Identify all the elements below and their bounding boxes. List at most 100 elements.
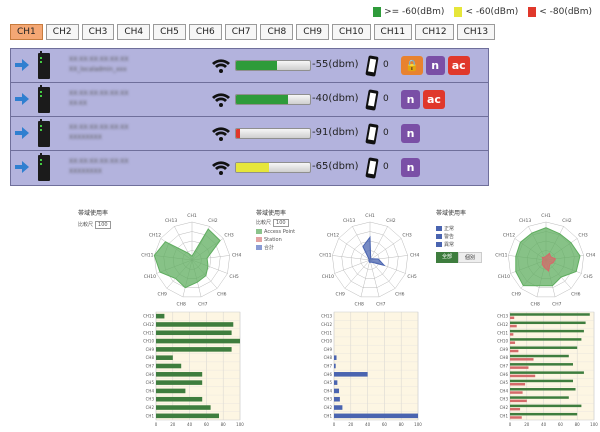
capability-badges: n (401, 158, 420, 177)
badge-lock: 🔒 (401, 56, 423, 75)
bar (510, 383, 526, 386)
bar (510, 333, 514, 336)
tab-ch6[interactable]: CH6 (188, 24, 222, 40)
tab-ch10[interactable]: CH10 (332, 24, 371, 40)
radar-grid-ring (341, 231, 399, 288)
radar-axis-label: CH9 (511, 292, 521, 298)
scale-select[interactable]: 比較尺 100 (78, 221, 111, 229)
radar-axis-label: CH13 (165, 218, 177, 224)
y-tick-label: CH10 (497, 339, 508, 344)
x-tick-label: 80 (399, 422, 405, 427)
legend-normal[interactable]: 正常 (436, 225, 482, 233)
plot-area (333, 311, 419, 421)
tab-ch13[interactable]: CH13 (456, 24, 496, 40)
bar-chart-1: 0 20 40 60 80 100 CH13 CH12 CH11 CH10 CH9 CH8 CH7 CH6… (143, 311, 244, 427)
tab-ch11[interactable]: CH11 (373, 24, 413, 40)
tab-ch7[interactable]: CH7 (224, 24, 258, 40)
router-icon (38, 85, 50, 113)
radar-axis-label: CH11 (141, 253, 153, 259)
tab-ch12[interactable]: CH12 (415, 24, 454, 40)
ap-row[interactable]: XX:XX:XX:XX:XX:XX XXXXXXXX -65(dbm) 0 n (11, 151, 488, 185)
badge-n: n (401, 90, 420, 109)
y-tick-label: CH12 (321, 322, 332, 327)
status-legend: 正常 警告 異常 (436, 225, 482, 249)
bar (334, 380, 338, 385)
y-tick-label: CH8 (146, 355, 155, 360)
bar (510, 396, 569, 399)
bar (510, 349, 519, 353)
radar-chart-1: CH1 CH2 CH3 CH4 CH5 CH6 CH7 CH8 CH9 CH10 CH11 CH12 C… (141, 213, 241, 306)
bar (510, 366, 529, 369)
arrow-right-icon[interactable] (15, 59, 29, 71)
scale-select[interactable]: 比較尺 100 (256, 219, 295, 227)
legend-error[interactable]: 異常 (436, 241, 482, 249)
bar (510, 412, 578, 416)
y-tick-label: CH12 (143, 322, 154, 327)
radar-axis-label: CH12 (327, 232, 339, 238)
radar-axis-label: CH8 (355, 302, 365, 306)
radar-grid-ring (360, 250, 380, 270)
radar-chart-2: CH1 CH2 CH3 CH4 CH5 CH6 CH7 CH8 CH9 CH10 CH11 CH12 C… (319, 213, 419, 306)
bar (334, 396, 340, 402)
x-tick-label: 60 (204, 422, 210, 427)
legend-label: 異常 (444, 242, 455, 248)
y-tick-label: CH5 (324, 380, 333, 385)
ap-name: XX:XX:XX:XX:XX:XX XXXXXXXX (69, 157, 128, 177)
legend-swatch-poor (528, 7, 537, 17)
tab-ch4[interactable]: CH4 (117, 24, 151, 40)
legend-item-medium: < -60(dBm) (454, 7, 518, 17)
bar (156, 363, 182, 369)
radar-axis-label: CH4 (586, 253, 596, 259)
tab-ch8[interactable]: CH8 (260, 24, 294, 40)
legend-swatch-good (373, 7, 382, 17)
bar (510, 388, 576, 391)
wifi-icon (212, 93, 230, 107)
panel-title: 帯域使用率 (436, 210, 467, 217)
y-tick-label: CH2 (146, 405, 155, 410)
arrow-right-icon[interactable] (15, 127, 29, 139)
radar-axis-label: CH1 (541, 213, 551, 219)
x-tick-label: 0 (509, 422, 512, 427)
x-tick-label: 40 (541, 422, 547, 427)
radar-axis-label: CH2 (386, 218, 396, 224)
ap-row[interactable]: XX:XX:XX:XX:XX:XX XX-XX -40(dbm) 0 n ac (11, 83, 488, 117)
signal-fill (236, 163, 270, 172)
arrow-right-icon[interactable] (15, 93, 29, 105)
ap-row[interactable]: XX:XX:XX:XX:XX:XX XXXXXXXX -91(dbm) 0 n (11, 117, 488, 151)
bar (510, 316, 515, 320)
bar (510, 363, 573, 366)
tab-ch2[interactable]: CH2 (45, 24, 79, 40)
bar (156, 322, 234, 327)
radar-axis-label: CH6 (571, 292, 581, 298)
y-tick-label: CH13 (143, 314, 154, 319)
radar-axis-label: CH7 (552, 302, 562, 306)
radar-series (541, 252, 557, 273)
panel-3-header: 帯域使用率 正常 警告 異常 全部 個別 (436, 208, 483, 263)
radar-axis-label: CH10 (322, 274, 334, 280)
y-tick-label: CH9 (146, 347, 155, 352)
y-tick-label: CH10 (143, 339, 154, 344)
individual-button[interactable]: 個別 (458, 252, 483, 263)
arrow-right-icon[interactable] (15, 161, 29, 173)
legend-warning[interactable]: 警告 (436, 233, 482, 241)
bar (510, 399, 527, 403)
phone-icon (365, 89, 379, 111)
signal-value: -91(dbm) (312, 127, 359, 138)
bar (156, 355, 173, 360)
bar (510, 321, 586, 325)
bar-chart-3: 0 20 40 60 80 100 CH13 CH12 CH11 CH10 CH9 CH8 CH7 CH6… (497, 311, 598, 427)
ap-row[interactable]: XX:XX:XX:XX:XX:XX XX_localadmin_xxx -55(d… (11, 49, 488, 83)
tab-ch3[interactable]: CH3 (81, 24, 115, 40)
radar-axis-label: CH8 (531, 302, 541, 306)
x-tick-label: 60 (382, 422, 388, 427)
radar-axis-label: CH12 (149, 232, 161, 238)
all-button[interactable]: 全部 (436, 252, 459, 263)
legend-total: 合計 (256, 244, 295, 252)
x-tick-label: 100 (236, 422, 244, 427)
tab-ch1[interactable]: CH1 (10, 24, 43, 40)
tab-ch9[interactable]: CH9 (296, 24, 330, 40)
router-icon (38, 119, 50, 147)
tab-ch5[interactable]: CH5 (153, 24, 186, 40)
legend-station: Station (256, 236, 295, 244)
legend-label: Station (264, 237, 282, 243)
